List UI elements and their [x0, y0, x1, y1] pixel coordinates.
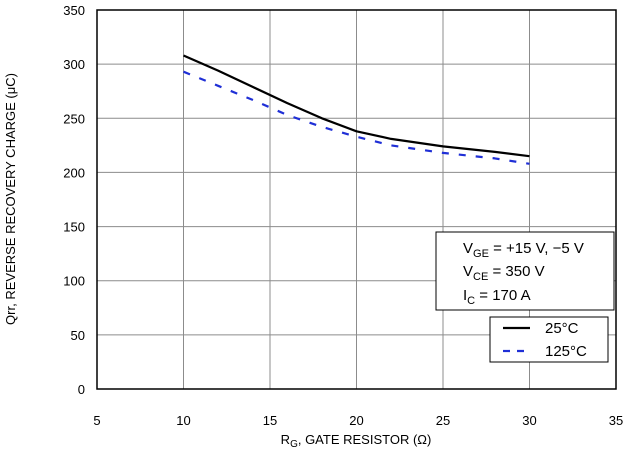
x-tick-label: 30: [522, 413, 536, 428]
grid: [97, 10, 616, 389]
x-tick-label: 5: [93, 413, 100, 428]
y-tick-label: 0: [78, 382, 85, 397]
y-axis-label: Qrr, REVERSE RECOVERY CHARGE (μC): [3, 73, 18, 325]
series-line-125c: [183, 70, 530, 165]
y-tick-label: 350: [63, 3, 85, 18]
legend: 25°C 125°C: [489, 316, 609, 363]
y-tick-label: 150: [63, 220, 85, 235]
series: [183, 54, 530, 165]
y-axis-ticks: 0 50 100 150 200 250 300 350: [63, 3, 85, 397]
x-tick-label: 20: [349, 413, 363, 428]
y-tick-label: 300: [63, 57, 85, 72]
series-line-25c: [183, 54, 530, 158]
legend-label-25c: 25°C: [545, 320, 579, 337]
y-tick-label: 200: [63, 165, 85, 180]
y-tick-label: 250: [63, 111, 85, 126]
legend-label-125c: 125°C: [545, 343, 587, 360]
x-axis-ticks: 5 10 15 20 25 30 35: [93, 413, 623, 428]
condition-vce: VCE = 350 V: [463, 263, 545, 283]
conditions-box: VGE = +15 V, −5 V VCE = 350 V IC = 170 A: [435, 231, 615, 311]
y-tick-label: 50: [71, 328, 85, 343]
x-axis-label: RG, GATE RESISTOR (Ω): [281, 432, 432, 450]
x-tick-label: 35: [609, 413, 623, 428]
condition-ic: IC = 170 A: [463, 287, 531, 307]
plot-frame: [96, 9, 617, 390]
x-tick-label: 25: [436, 413, 450, 428]
x-tick-label: 10: [176, 413, 190, 428]
x-tick-label: 15: [263, 413, 277, 428]
y-tick-label: 100: [63, 274, 85, 289]
condition-vge: VGE = +15 V, −5 V: [463, 240, 584, 260]
